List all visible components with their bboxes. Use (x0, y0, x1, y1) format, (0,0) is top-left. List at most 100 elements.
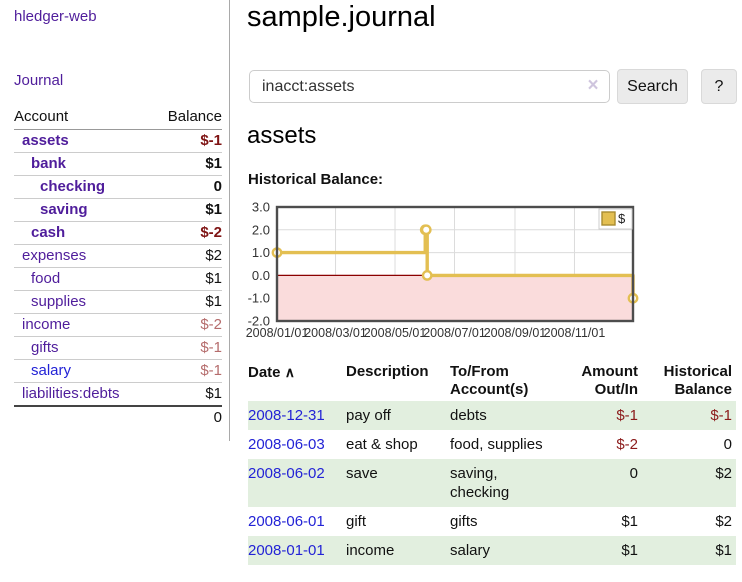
transaction-accounts: gifts (450, 513, 478, 530)
transaction-date-link[interactable]: 2008-06-02 (248, 465, 325, 482)
legend-swatch (601, 211, 616, 226)
account-balance: 0 (151, 175, 222, 199)
search-button[interactable]: Search (617, 69, 688, 104)
account-row: cash $-2 (14, 221, 222, 245)
transaction-balance: $-1 (642, 401, 736, 430)
transaction-accounts: debts (450, 401, 564, 430)
account-balance: $-2 (151, 221, 222, 245)
account-row: bank $1 (14, 152, 222, 176)
transaction-row: 2008-12-31 pay off debts $-1 $-1 (248, 401, 736, 430)
transaction-balance: $1 (642, 536, 736, 565)
account-balance: $1 (151, 198, 222, 222)
balance-column-header: Historical Balance (663, 363, 732, 398)
account-row: assets $-1 (14, 129, 222, 153)
transaction-row: 2008-06-02 save saving, checking 0 $2 (248, 459, 736, 507)
tofrom-column-header: To/From Account(s) (450, 363, 529, 398)
transaction-description: eat & shop (346, 436, 418, 453)
account-page-title: assets (247, 122, 317, 149)
account-balance: $1 (151, 152, 222, 176)
y-tick-label: 3.0 (252, 200, 270, 215)
y-tick-label: 2.0 (252, 222, 270, 237)
transaction-amount: 0 (564, 459, 642, 507)
account-row: expenses $2 (14, 244, 222, 268)
transaction-description: save (346, 459, 450, 507)
amount-column-header: Amount Out/In (581, 363, 638, 398)
x-tick-label: 2008/01/01 (246, 326, 309, 340)
account-link[interactable]: food (31, 270, 61, 287)
transaction-balance: $2 (642, 459, 736, 507)
sidebar-total-row: 0 (14, 405, 222, 429)
y-tick-label: 0.0 (252, 268, 270, 283)
y-tick-label: -2.0 (248, 314, 270, 329)
account-balance: $-1 (151, 336, 222, 360)
account-row: supplies $1 (14, 290, 222, 314)
x-tick-label: 2008/03/01 (304, 326, 367, 340)
transaction-row: 2008-06-03 eat & shop food, supplies $-2… (248, 430, 736, 459)
help-button[interactable]: ? (701, 69, 737, 104)
transaction-balance: 0 (723, 436, 732, 453)
account-balance: $-1 (151, 129, 222, 153)
page-title: sample.journal (247, 1, 436, 33)
account-balance: $-1 (151, 359, 222, 383)
account-balance: $1 (151, 290, 222, 314)
account-link[interactable]: liabilities:debts (22, 385, 120, 402)
account-link[interactable]: expenses (22, 247, 87, 264)
x-tick-label: 2008/05/01 (364, 326, 427, 340)
transaction-date-link[interactable]: 2008-01-01 (248, 542, 325, 559)
sidebar: hledger-web Journal Account Balance asse… (0, 0, 230, 441)
transaction-amount: $-1 (564, 401, 642, 430)
historical-balance-chart: $3.0 2.0 1.0 0.0 -1.0 -2.02008/01/012008/03/0… (246, 200, 639, 340)
account-column-header: Account (14, 105, 152, 130)
y-tick-label: -1.0 (248, 291, 270, 306)
account-row: liabilities:debts $1 (14, 382, 222, 407)
transaction-date-link[interactable]: 2008-12-31 (248, 407, 325, 424)
app-title-link[interactable]: hledger-web (14, 8, 97, 25)
account-link[interactable]: salary (31, 362, 72, 379)
account-link[interactable]: cash (31, 224, 66, 241)
account-row: checking 0 (14, 175, 222, 199)
transactions-table: Date ∧ Description To/From Account(s) Am… (248, 362, 736, 565)
balance-column-header: Balance (151, 105, 222, 130)
transaction-amount: $-2 (616, 436, 638, 453)
account-row: salary $-1 (14, 359, 222, 383)
transaction-date-link[interactable]: 2008-06-03 (248, 436, 325, 453)
account-balance-table: Account Balance assets $-1 bank $1 check… (14, 105, 222, 429)
account-row: saving $1 (14, 198, 222, 222)
transaction-accounts: salary (450, 536, 564, 565)
transaction-date-link[interactable]: 2008-06-01 (248, 513, 325, 530)
account-link[interactable]: assets (22, 132, 69, 149)
account-link[interactable]: checking (40, 178, 106, 195)
account-row: gifts $-1 (14, 336, 222, 360)
search-input[interactable] (249, 70, 610, 103)
sidebar-item-journal[interactable]: Journal (14, 72, 64, 89)
account-balance: $2 (151, 244, 222, 268)
account-link[interactable]: saving (40, 201, 88, 218)
sort-ascending-icon: ∧ (284, 364, 295, 380)
account-link[interactable]: supplies (31, 293, 87, 310)
y-tick-label: 1.0 (252, 245, 270, 260)
account-balance: $-2 (151, 313, 222, 337)
sidebar-total-balance: 0 (151, 405, 222, 429)
transaction-description: pay off (346, 401, 450, 430)
account-link[interactable]: bank (31, 155, 67, 172)
transaction-row: 2008-01-01 income salary $1 $1 (248, 536, 736, 565)
legend-label: $ (618, 211, 626, 226)
x-tick-label: 2008/11/01 (544, 326, 606, 340)
transaction-balance: $2 (715, 513, 732, 530)
account-link[interactable]: income (22, 316, 71, 333)
transaction-description: income (346, 536, 450, 565)
transaction-amount: $1 (564, 536, 642, 565)
x-tick-label: 2008/09/01 (484, 326, 547, 340)
clear-search-icon[interactable]: × (587, 75, 599, 96)
x-tick-label: 2008/07/01 (423, 326, 486, 340)
account-balance: $1 (151, 267, 222, 291)
transaction-row: 2008-06-01 gift gifts $1 $2 (248, 507, 736, 536)
chart-label: Historical Balance: (248, 171, 384, 188)
date-column-header[interactable]: Date ∧ (248, 364, 295, 381)
account-balance: $1 (151, 382, 222, 407)
transaction-amount: $1 (621, 513, 638, 530)
account-link[interactable]: gifts (31, 339, 59, 356)
data-point-marker (421, 270, 433, 281)
data-point-marker (420, 224, 432, 236)
